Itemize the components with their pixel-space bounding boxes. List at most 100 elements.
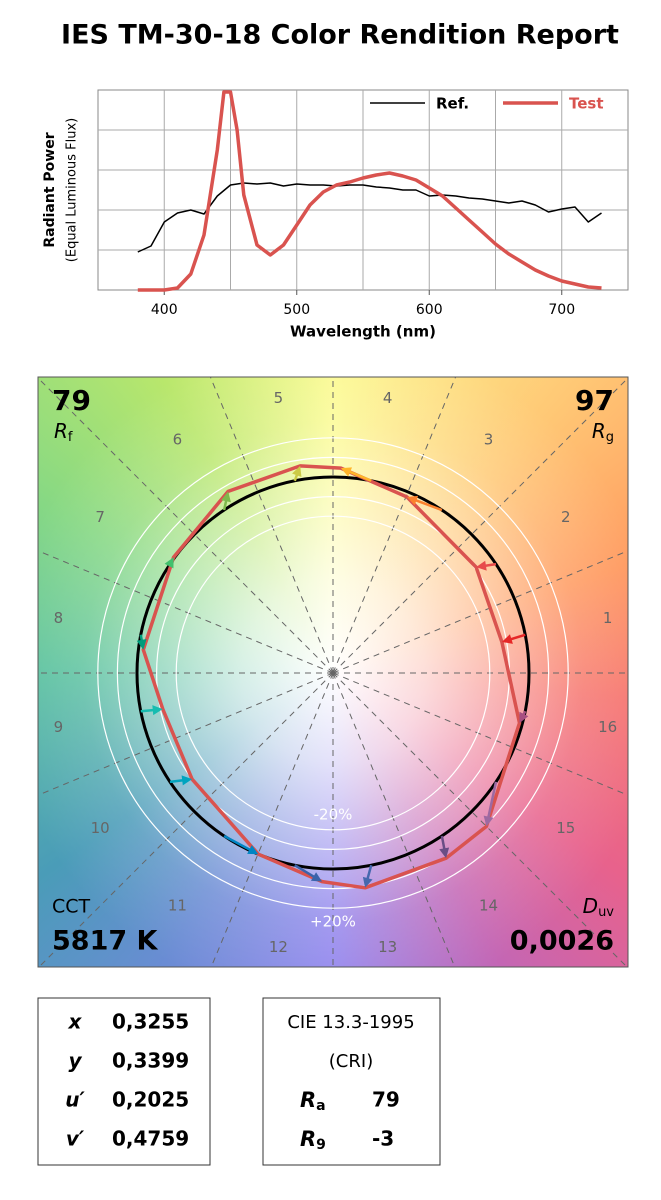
bin-divider xyxy=(38,550,334,674)
arrow-head xyxy=(483,815,494,827)
shift-arrow xyxy=(340,467,372,482)
rf-label: Rf xyxy=(54,419,73,445)
bin-label: 9 xyxy=(54,718,64,736)
symbol: R xyxy=(300,1088,316,1112)
cri-box xyxy=(262,997,441,1166)
bin-label: 10 xyxy=(91,819,110,837)
reference-circle xyxy=(135,475,531,871)
chromaticity-symbol: x xyxy=(68,1010,83,1034)
shift-arrow xyxy=(406,495,443,512)
duv-value: 0,0026 xyxy=(510,926,614,957)
bin-divider xyxy=(332,672,628,967)
shift-arrow xyxy=(221,491,231,511)
arrow-head xyxy=(439,847,450,859)
shift-arrow xyxy=(362,864,373,888)
shift-arrow xyxy=(140,705,163,716)
shift-arrow xyxy=(519,710,529,723)
rf-value: 79 xyxy=(52,384,91,417)
rg-value: 97 xyxy=(575,384,614,417)
legend-label: Test xyxy=(569,95,604,113)
cri-value: 79 xyxy=(372,1088,400,1112)
subscript: 9 xyxy=(316,1137,326,1153)
bin-label: 12 xyxy=(269,938,288,956)
cct-value: 5817 K xyxy=(52,926,159,957)
arrow-head xyxy=(152,705,163,716)
shift-arrow xyxy=(439,835,450,859)
bin-divider xyxy=(332,550,628,674)
chromaticity-value: 0,3399 xyxy=(112,1049,189,1073)
vector-frame xyxy=(37,376,629,968)
shift-arrow xyxy=(483,781,498,827)
rg-label: Rg xyxy=(592,419,614,445)
shift-arrow xyxy=(169,775,193,786)
bin-divider xyxy=(38,377,334,674)
bin-divider xyxy=(209,377,334,674)
subscript: a xyxy=(316,1098,325,1114)
bin-divider xyxy=(38,672,334,967)
bin-divider xyxy=(332,672,456,967)
bin-divider xyxy=(332,377,628,674)
spectrum-chart: 400 500 600 700 Ref. Test xyxy=(98,90,628,318)
bin-label: 16 xyxy=(598,718,617,736)
arrow-head xyxy=(501,634,513,644)
shift-arrow xyxy=(476,560,497,571)
x-tick-label: 600 xyxy=(416,302,443,318)
arrow-head xyxy=(362,876,373,888)
arrow-shaft xyxy=(223,834,253,853)
arrow-head xyxy=(310,872,323,882)
cct-label: CCT xyxy=(52,896,91,918)
shift-arrow xyxy=(223,834,259,855)
chromaticity-box xyxy=(37,997,211,1166)
symbol: R xyxy=(300,1127,316,1151)
y-axis-sublabel: (Equal Luminous Flux) xyxy=(65,118,80,262)
shift-arrow xyxy=(501,633,526,644)
legend-label: Ref. xyxy=(436,95,469,113)
shift-arrow xyxy=(136,634,147,650)
cri-symbol: Ra xyxy=(300,1088,326,1114)
bin-divider xyxy=(332,672,628,796)
shift-arrow xyxy=(164,557,174,569)
cri-value: -3 xyxy=(372,1127,394,1151)
chromaticity-symbol: v′ xyxy=(66,1127,85,1151)
symbol: D xyxy=(583,894,598,918)
bin-label: 3 xyxy=(484,431,494,449)
arrow-head xyxy=(164,557,174,569)
cri-subtitle: (CRI) xyxy=(329,1051,373,1072)
bin-divider xyxy=(210,672,334,967)
chroma-ring xyxy=(116,456,550,890)
chromaticity-value: 0,2025 xyxy=(112,1088,189,1112)
x-tick-label: 500 xyxy=(283,302,310,318)
bin-label: 15 xyxy=(556,819,575,837)
y-axis-label: Radiant Power xyxy=(42,132,58,247)
duv-label: Duv xyxy=(583,894,615,920)
chromaticity-value: 0,4759 xyxy=(112,1127,189,1151)
series-line xyxy=(137,182,602,253)
series-line xyxy=(137,90,602,292)
bin-label: 5 xyxy=(274,389,284,407)
chroma-ring xyxy=(97,437,569,909)
arrow-shaft xyxy=(294,864,317,880)
arrow-head xyxy=(340,467,353,477)
bin-label: 6 xyxy=(173,431,183,449)
arrow-head xyxy=(292,465,302,477)
bin-label: 7 xyxy=(95,508,105,526)
bin-divider xyxy=(332,377,457,674)
ring-label: -20% xyxy=(314,805,353,823)
chromaticity-symbol: u′ xyxy=(65,1088,85,1112)
arrow-head xyxy=(406,495,419,506)
subscript: g xyxy=(606,430,614,445)
arrow-head xyxy=(221,491,231,503)
arrow-head xyxy=(136,639,147,650)
chromaticity-symbol: y xyxy=(68,1049,82,1073)
bin-label: 14 xyxy=(479,896,498,914)
bin-divider xyxy=(38,672,334,796)
cri-symbol: R9 xyxy=(300,1127,326,1153)
bin-label: 1 xyxy=(603,609,613,627)
report-title: IES TM-30-18 Color Rendition Report xyxy=(61,20,619,51)
x-tick-label: 400 xyxy=(151,302,178,318)
subscript: uv xyxy=(598,905,614,920)
